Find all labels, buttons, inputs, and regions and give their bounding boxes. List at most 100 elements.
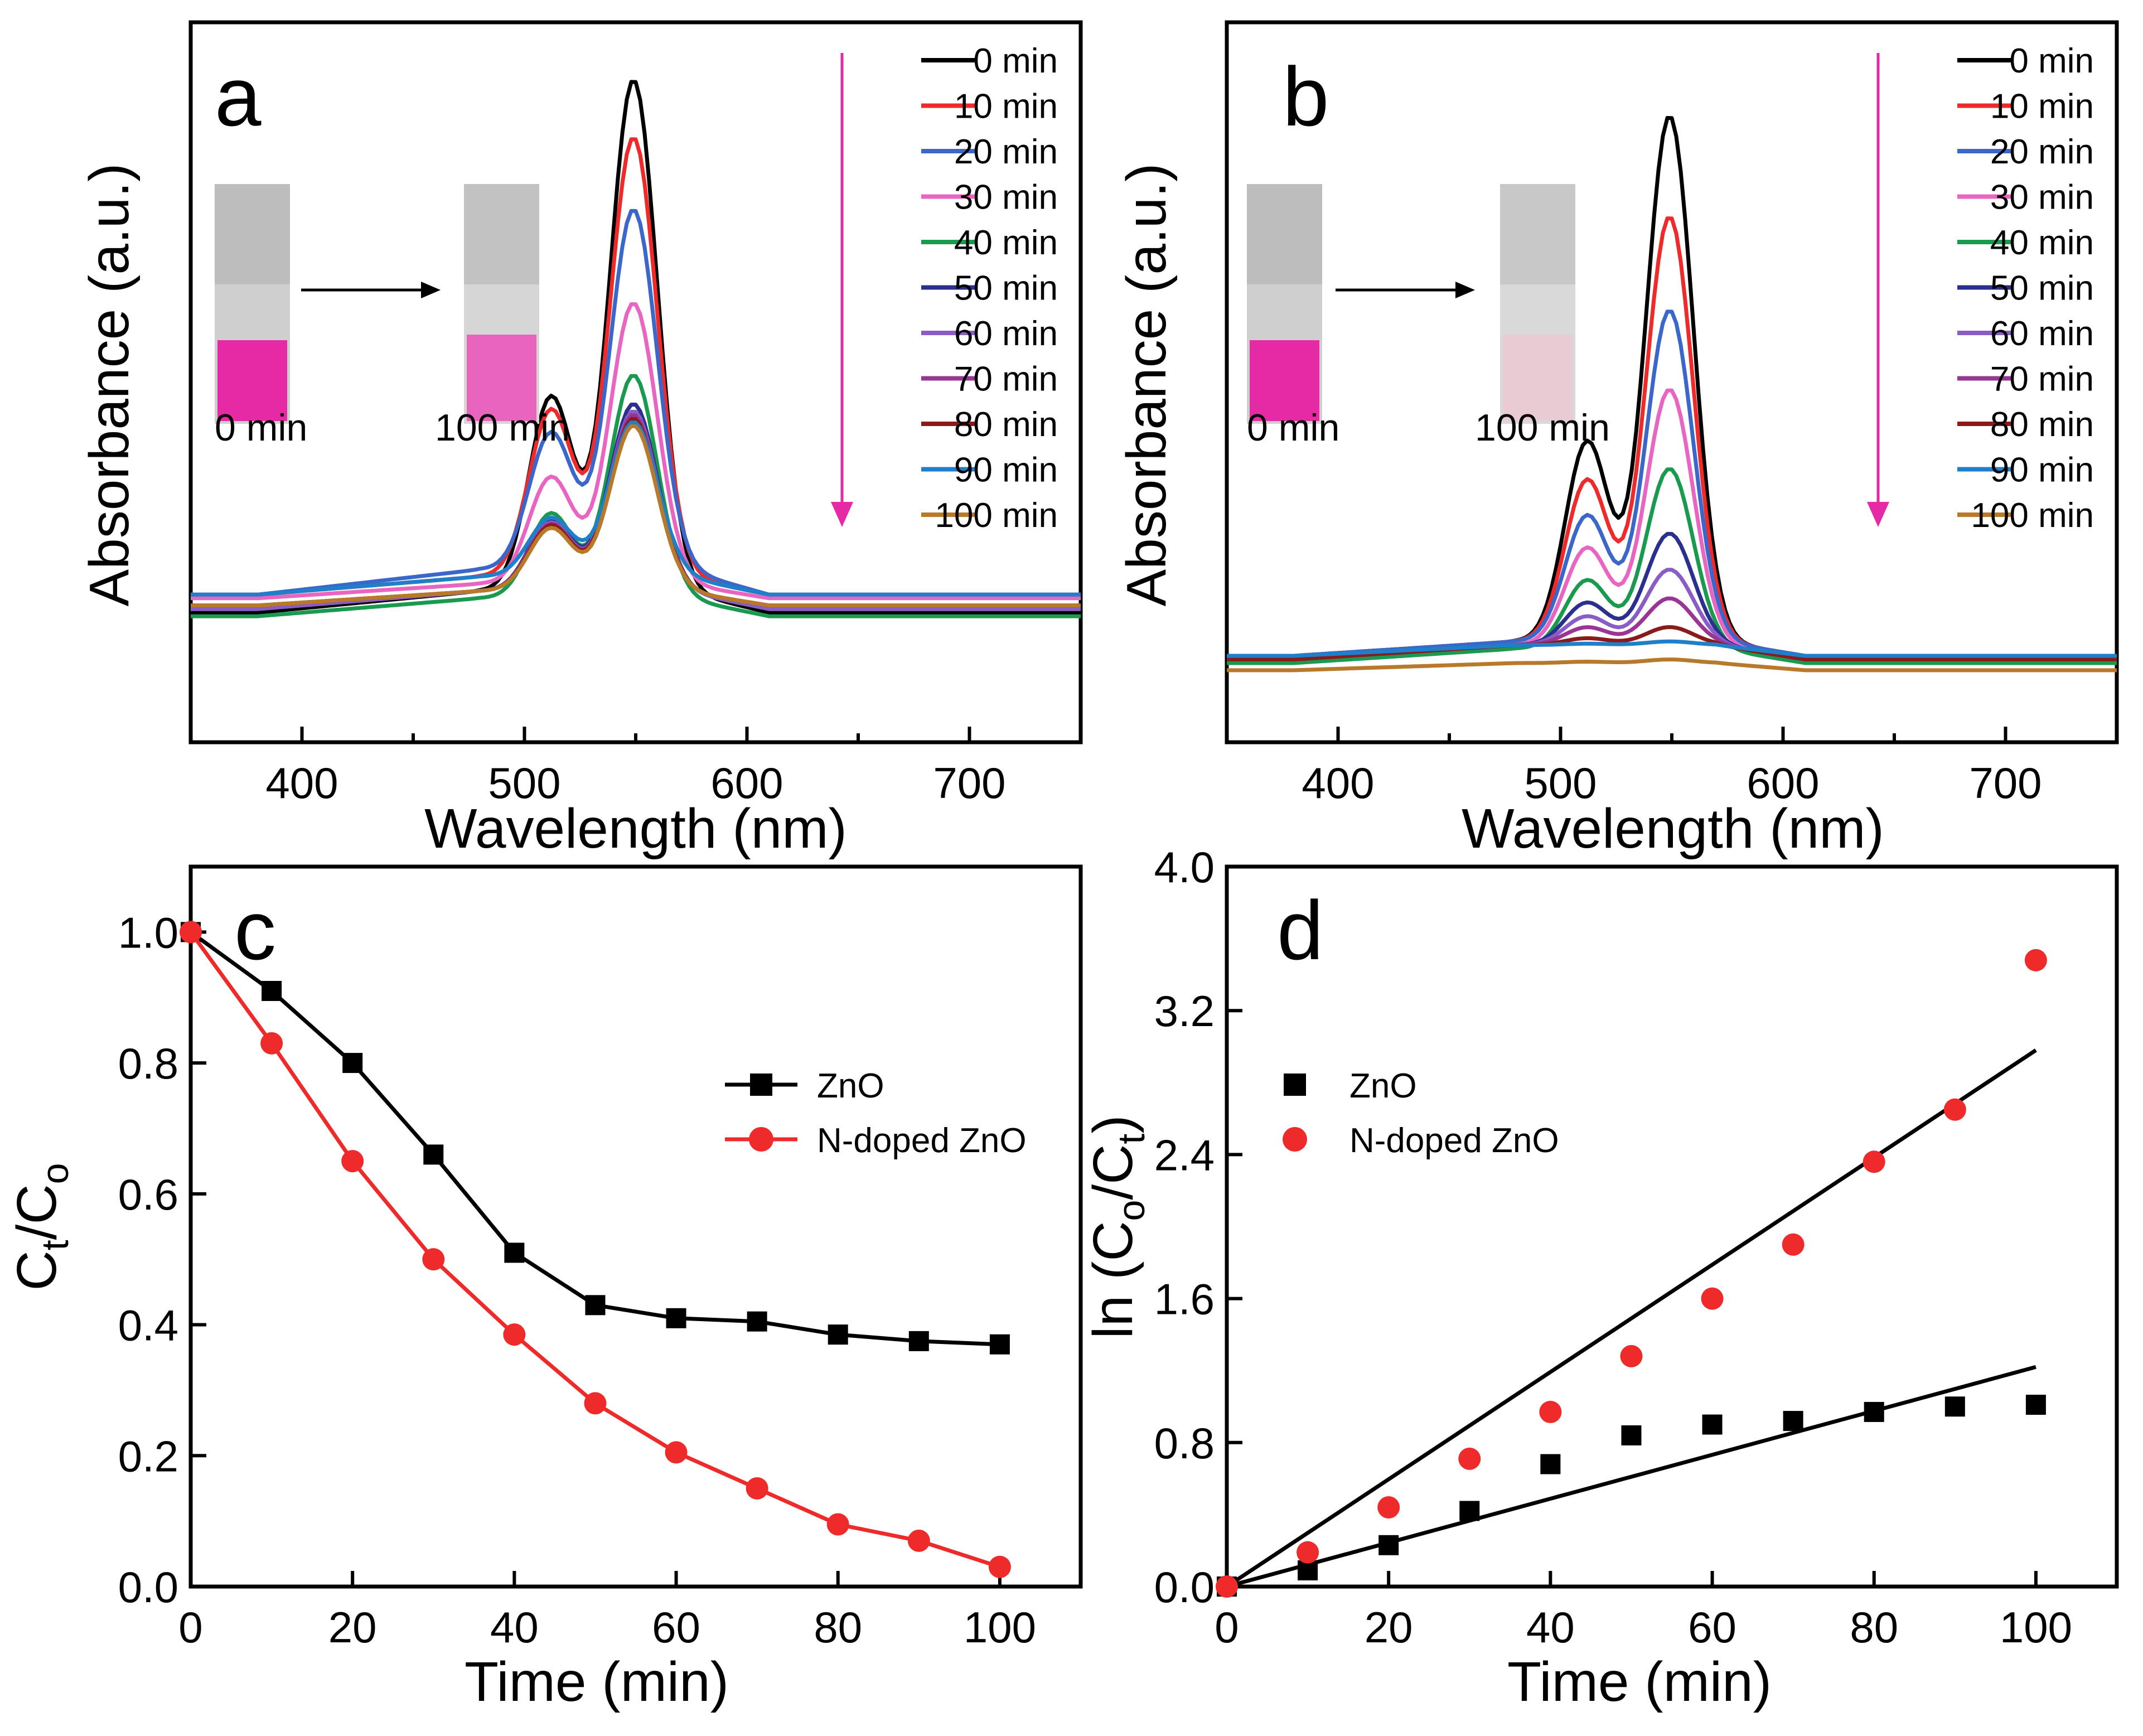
y-tick-label: 0.4 [118, 1301, 178, 1350]
spectrum-line-60min [1227, 568, 2117, 661]
x-tick-label: 40 [490, 1603, 539, 1652]
x-tick-label: 500 [488, 758, 560, 807]
x-tick-label: 0 [178, 1603, 202, 1652]
inset-before-label: 0 min [1247, 407, 1339, 449]
data-point-zno [1298, 1560, 1318, 1580]
data-point-ndoped [341, 1150, 364, 1173]
legend-label-zno: ZnO [1349, 1067, 1417, 1105]
panel-a-ticks: 400 500 600 700 [265, 727, 1006, 807]
inset-after-label: 100 min [1475, 407, 1610, 449]
panel-c-legend: ZnO N-doped ZnO [725, 1067, 1027, 1160]
data-point-zno [2025, 1395, 2046, 1415]
legend-label: 70 min [1990, 360, 2094, 399]
panel-c-ticks: 0 20 40 60 80 100 0.0 0.2 0.4 0.6 0.8 1.0 [118, 908, 1036, 1652]
panel-d-xlabel: Time (min) [1507, 1651, 1772, 1713]
legend-label: 100 min [1971, 496, 2094, 535]
x-tick-label: 600 [710, 758, 783, 807]
spectrum-line-40min [191, 374, 1081, 618]
data-point-zno [262, 980, 282, 1001]
data-point-zno [1621, 1425, 1642, 1445]
legend-label: 70 min [954, 360, 1058, 399]
data-point-ndoped [260, 1032, 283, 1055]
spectrum-line-80min [1227, 625, 2117, 661]
x-tick-label: 700 [1969, 758, 2042, 807]
panel-b: 400 500 600 700 b Wavelength (nm) Absorbanc… [1115, 20, 2119, 860]
panel-d-frame [1225, 864, 2119, 1589]
data-point-ndoped [1620, 1345, 1643, 1367]
data-point-zno [1540, 1454, 1561, 1474]
legend-label: 80 min [954, 405, 1058, 444]
y-tick-label: 1.0 [118, 908, 178, 957]
legend-marker-ndoped [1283, 1127, 1307, 1152]
x-tick-label: 60 [652, 1603, 700, 1652]
data-point-zno [342, 1053, 363, 1073]
data-point-zno [504, 1242, 525, 1263]
spectrum-line-90min [191, 420, 1081, 597]
panel-a-ylabel: Absorbance (a.u.) [78, 163, 141, 607]
data-point-ndoped [1297, 1541, 1319, 1564]
panel-b-legend: 0 min 10 min 20 min 30 min 40 min 50 min 60 mi… [1957, 42, 2094, 535]
legend-label: 50 min [954, 269, 1058, 308]
x-tick-label: 20 [328, 1603, 377, 1652]
legend-label: 40 min [1990, 224, 2094, 262]
panel-b-frame [1225, 20, 2119, 744]
data-point-zno [1783, 1411, 1803, 1432]
panel-c-xlabel: Time (min) [465, 1651, 729, 1713]
data-point-ndoped [746, 1477, 768, 1500]
legend-label: 60 min [1990, 315, 2094, 353]
data-point-zno [1944, 1396, 1965, 1417]
legend-label: 90 min [954, 451, 1058, 490]
y-tick-label: 1.6 [1154, 1275, 1215, 1324]
x-tick-label: 80 [1850, 1603, 1898, 1652]
y-tick-label: 2.4 [1154, 1130, 1215, 1179]
y-tick-label: 0.6 [118, 1170, 178, 1219]
y-tick-label: 0.2 [118, 1432, 178, 1481]
y-tick-label: 0.0 [118, 1563, 178, 1612]
data-point-zno [423, 1144, 444, 1165]
panel-d-legend: ZnO N-doped ZnO [1283, 1067, 1559, 1160]
data-point-ndoped [826, 1513, 849, 1536]
spectrum-line-40min [1227, 467, 2117, 665]
panel-c-frame [188, 864, 1083, 1589]
legend-label: 50 min [1990, 269, 2094, 308]
legend-marker-ndoped [749, 1127, 773, 1152]
data-point-ndoped [1458, 1447, 1481, 1470]
panel-a-series [191, 80, 1081, 618]
fit-line-ndoped [1226, 1048, 2037, 1588]
spectrum-line-90min [1227, 639, 2117, 658]
y-tick-label: 0.8 [1154, 1419, 1215, 1468]
panel-a-xlabel: Wavelength (nm) [424, 797, 847, 860]
spectrum-line-100min [1227, 657, 2117, 673]
legend-label: 100 min [935, 496, 1058, 535]
legend-label-ndoped: N-doped ZnO [817, 1121, 1027, 1160]
data-point-ndoped [1216, 1575, 1238, 1598]
y-tick-label: 4.0 [1154, 843, 1215, 892]
inset-arrow-head [421, 282, 441, 298]
panel-d-ylabel: ln (Co/Ct) [1082, 1115, 1153, 1338]
x-tick-label: 0 [1215, 1603, 1239, 1652]
data-point-zno [1459, 1501, 1480, 1521]
panel-a-legend: 0 min 10 min 20 min 30 min 40 min 50 min 60 mi… [921, 42, 1058, 535]
spectrum-line-60min [191, 409, 1081, 611]
inset-after-label: 100 min [435, 407, 570, 449]
data-point-ndoped [180, 921, 202, 944]
spectrum-line-20min [1227, 310, 2117, 658]
panel-a-inset: 0 min 100 min [215, 184, 570, 449]
legend-label: 40 min [954, 224, 1058, 262]
spectrum-line-10min [1227, 216, 2117, 658]
data-point-zno [989, 1334, 1010, 1355]
data-point-ndoped [1701, 1287, 1724, 1310]
data-point-ndoped [1377, 1496, 1400, 1519]
panel-a: 400 500 600 700 a Wavelength (nm) Absorbanc… [78, 20, 1083, 860]
data-point-zno [1864, 1401, 1884, 1422]
legend-label: 30 min [1990, 178, 2094, 217]
decrease-arrow-head [1867, 502, 1889, 527]
data-point-ndoped [503, 1323, 526, 1346]
spectrum-line-0min [191, 80, 1081, 615]
data-point-ndoped [1943, 1098, 1966, 1121]
panel-c-letter: c [234, 883, 276, 977]
legend-marker-zno [1284, 1073, 1306, 1096]
data-point-ndoped [1539, 1400, 1562, 1423]
fit-line-zno [1226, 1365, 2036, 1589]
